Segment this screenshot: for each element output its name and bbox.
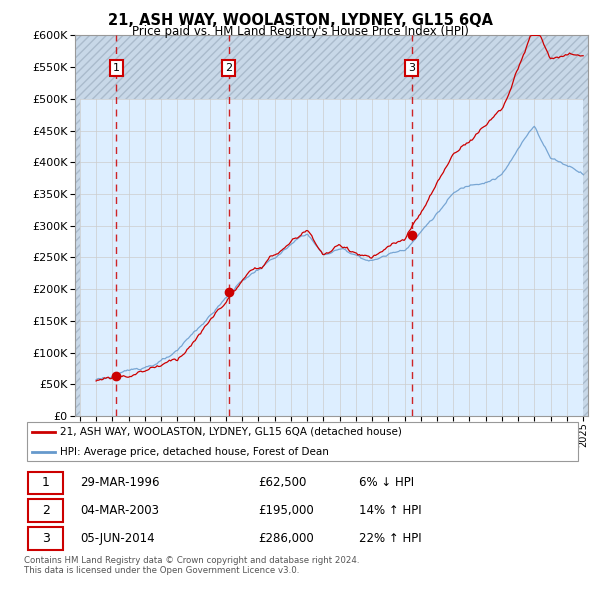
Text: 21, ASH WAY, WOOLASTON, LYDNEY, GL15 6QA: 21, ASH WAY, WOOLASTON, LYDNEY, GL15 6QA: [107, 13, 493, 28]
Text: 22% ↑ HPI: 22% ↑ HPI: [359, 532, 421, 545]
Text: 1: 1: [113, 63, 120, 73]
Text: 1: 1: [42, 477, 50, 490]
Text: Price paid vs. HM Land Registry's House Price Index (HPI): Price paid vs. HM Land Registry's House …: [131, 25, 469, 38]
Text: 04-MAR-2003: 04-MAR-2003: [80, 504, 159, 517]
Bar: [583, 35, 588, 416]
Text: 21, ASH WAY, WOOLASTON, LYDNEY, GL15 6QA (detached house): 21, ASH WAY, WOOLASTON, LYDNEY, GL15 6QA…: [60, 427, 402, 437]
Text: 3: 3: [408, 63, 415, 73]
Text: 6% ↓ HPI: 6% ↓ HPI: [359, 477, 414, 490]
Text: £62,500: £62,500: [259, 477, 307, 490]
Text: £286,000: £286,000: [259, 532, 314, 545]
Text: HPI: Average price, detached house, Forest of Dean: HPI: Average price, detached house, Fore…: [60, 447, 329, 457]
Text: Contains HM Land Registry data © Crown copyright and database right 2024.
This d: Contains HM Land Registry data © Crown c…: [24, 556, 359, 575]
Text: 3: 3: [42, 532, 50, 545]
Text: 14% ↑ HPI: 14% ↑ HPI: [359, 504, 421, 517]
Bar: [75, 35, 588, 99]
Text: 2: 2: [42, 504, 50, 517]
FancyBboxPatch shape: [28, 499, 63, 522]
Text: 05-JUN-2014: 05-JUN-2014: [80, 532, 154, 545]
Text: £195,000: £195,000: [259, 504, 314, 517]
Text: 2: 2: [225, 63, 232, 73]
FancyBboxPatch shape: [27, 422, 578, 461]
FancyBboxPatch shape: [28, 471, 63, 494]
Text: 29-MAR-1996: 29-MAR-1996: [80, 477, 160, 490]
FancyBboxPatch shape: [28, 527, 63, 549]
Bar: [75, 35, 80, 416]
